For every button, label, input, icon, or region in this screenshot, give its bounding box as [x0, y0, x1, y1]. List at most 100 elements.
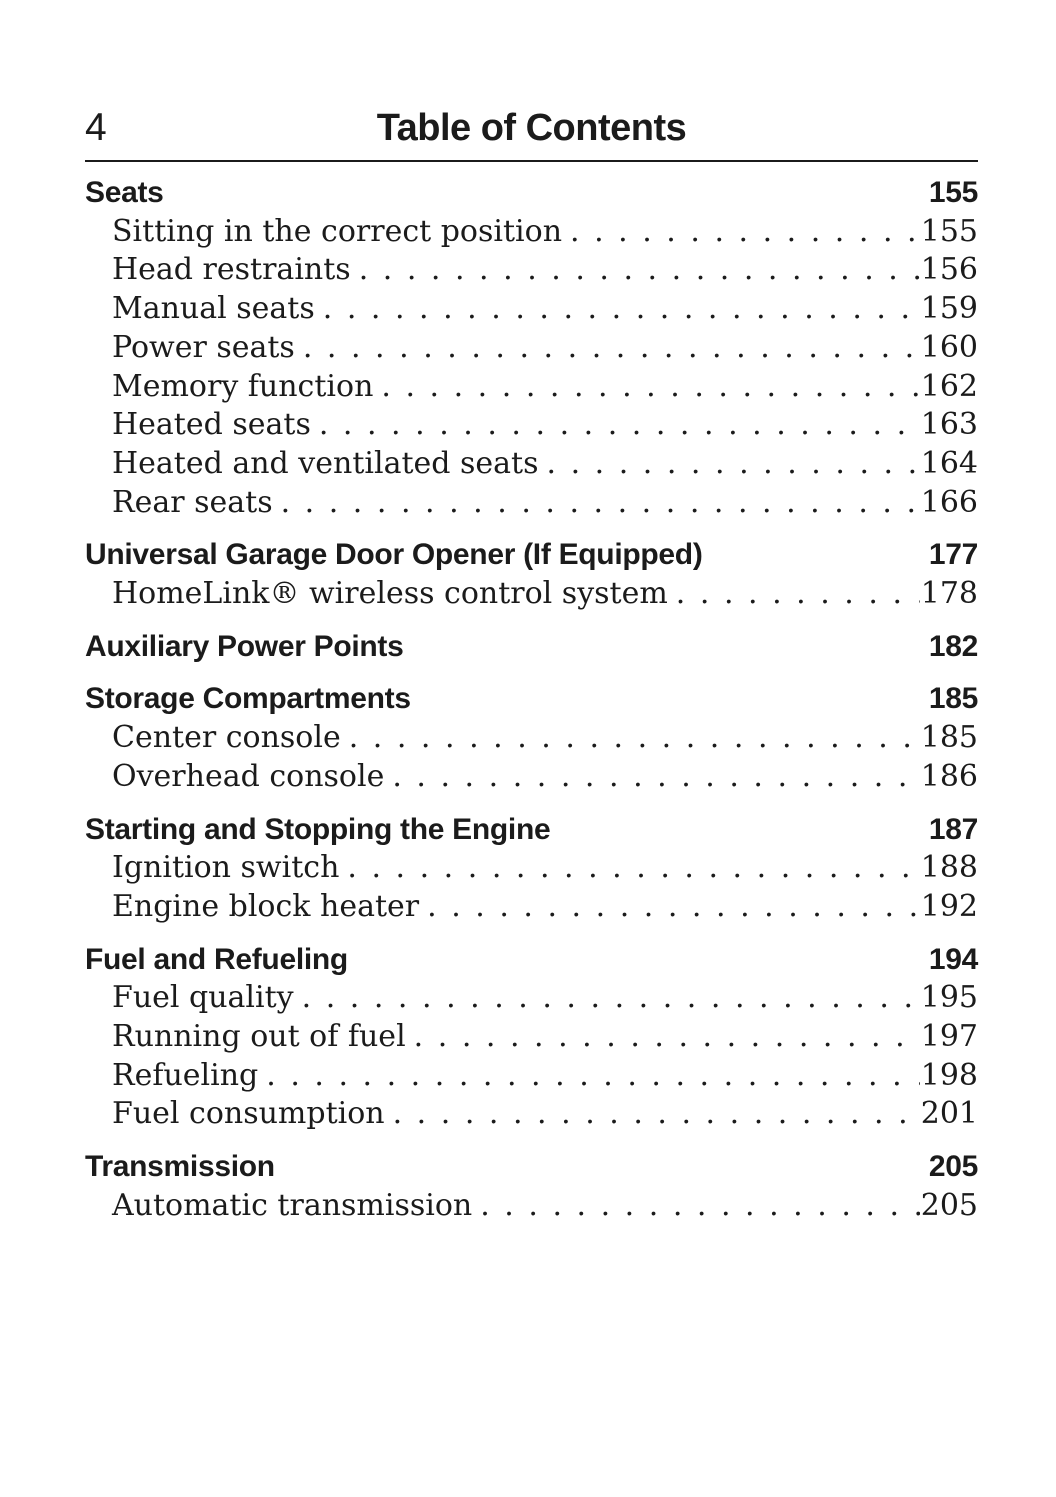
- dot-leader: [547, 445, 920, 484]
- item-label: Head restraints: [112, 252, 351, 288]
- dot-leader: [414, 1018, 920, 1057]
- item-page: 160: [920, 329, 978, 365]
- section-heading-row: Seats 155: [85, 174, 978, 213]
- toc-section: Auxiliary Power Points 182: [85, 628, 978, 667]
- toc-item: Center console 185: [112, 719, 978, 758]
- item-label: Sitting in the correct position: [112, 213, 563, 249]
- item-page: 197: [920, 1019, 978, 1055]
- page-title: Table of Contents: [376, 107, 687, 149]
- section-page: 194: [928, 942, 978, 976]
- section-items: Center console 185 Overhead console 186: [85, 719, 978, 796]
- dot-leader: [427, 888, 920, 927]
- item-label: Manual seats: [112, 291, 315, 327]
- section-title: Storage Compartments: [85, 682, 411, 716]
- toc-item: Heated and ventilated seats 164: [112, 445, 978, 484]
- item-label: Center console: [112, 720, 341, 756]
- item-page: 185: [920, 720, 978, 756]
- section-items: Automatic transmission 205: [85, 1187, 978, 1226]
- toc-item: Memory function 162: [112, 368, 978, 407]
- section-heading-row: Auxiliary Power Points 182: [85, 628, 978, 667]
- toc-section: Fuel and Refueling 194 Fuel quality 195 …: [85, 941, 978, 1135]
- item-page: 192: [920, 888, 978, 924]
- toc-item: Head restraints 156: [112, 251, 978, 290]
- item-page: 186: [920, 758, 978, 794]
- item-label: Fuel quality: [112, 980, 294, 1016]
- toc-item: Ignition switch 188: [112, 849, 978, 888]
- item-label: Heated seats: [112, 407, 311, 443]
- dot-leader: [302, 979, 920, 1018]
- item-page: 198: [920, 1057, 978, 1093]
- section-page: 185: [928, 682, 978, 716]
- section-heading-row: Fuel and Refueling 194: [85, 941, 978, 980]
- section-page: 187: [928, 812, 978, 846]
- toc-item: Overhead console 186: [112, 758, 978, 797]
- dot-leader: [349, 719, 920, 758]
- toc-section: Seats 155 Sitting in the correct positio…: [85, 174, 978, 522]
- toc: Seats 155 Sitting in the correct positio…: [85, 162, 978, 1226]
- section-heading-row: Transmission 205: [85, 1148, 978, 1187]
- section-items: Sitting in the correct position 155 Head…: [85, 213, 978, 523]
- dot-leader: [347, 849, 919, 888]
- item-page: 166: [920, 484, 978, 520]
- toc-item: Manual seats 159: [112, 290, 978, 329]
- item-label: Automatic transmission: [112, 1187, 473, 1223]
- section-items: HomeLink® wireless control system 178: [85, 575, 978, 614]
- section-title: Universal Garage Door Opener (If Equippe…: [85, 538, 703, 572]
- item-label: Power seats: [112, 329, 295, 365]
- dot-leader: [392, 758, 919, 797]
- section-heading-row: Storage Compartments 185: [85, 680, 978, 719]
- page-number: 4: [85, 106, 107, 149]
- dot-leader: [393, 1095, 920, 1134]
- section-title: Fuel and Refueling: [85, 942, 348, 976]
- section-page: 177: [928, 538, 978, 572]
- toc-section: Starting and Stopping the Engine 187 Ign…: [85, 811, 978, 927]
- item-page: 162: [920, 368, 978, 404]
- dot-leader: [480, 1187, 920, 1226]
- section-items: Ignition switch 188 Engine block heater …: [85, 849, 978, 926]
- item-page: 163: [920, 407, 978, 443]
- item-page: 155: [920, 213, 978, 249]
- item-label: Memory function: [112, 368, 374, 404]
- item-page: 188: [920, 850, 978, 886]
- item-page: 156: [920, 252, 978, 288]
- section-page: 182: [928, 629, 978, 663]
- item-label: Rear seats: [112, 484, 273, 520]
- item-page: 159: [920, 291, 978, 327]
- toc-item: Fuel consumption 201: [112, 1095, 978, 1134]
- item-label: Overhead console: [112, 758, 385, 794]
- section-items: Fuel quality 195 Running out of fuel 197…: [85, 979, 978, 1134]
- item-page: 201: [920, 1096, 978, 1132]
- item-label: Heated and ventilated seats: [112, 445, 539, 481]
- toc-item: Engine block heater 192: [112, 888, 978, 927]
- toc-item: Refueling 198: [112, 1057, 978, 1096]
- dot-leader: [570, 213, 920, 252]
- item-label: Engine block heater: [112, 888, 420, 924]
- toc-item: Heated seats 163: [112, 406, 978, 445]
- toc-section: Storage Compartments 185 Center console …: [85, 680, 978, 796]
- toc-item: HomeLink® wireless control system 178: [112, 575, 978, 614]
- dot-leader: [303, 329, 920, 368]
- page-header: 4 Table of Contents: [85, 0, 978, 162]
- toc-item: Running out of fuel 197: [112, 1018, 978, 1057]
- dot-leader: [359, 251, 920, 290]
- toc-section: Transmission 205 Automatic transmission …: [85, 1148, 978, 1225]
- item-label: Fuel consumption: [112, 1096, 385, 1132]
- section-title: Starting and Stopping the Engine: [85, 812, 551, 846]
- toc-item: Sitting in the correct position 155: [112, 213, 978, 252]
- section-title: Transmission: [85, 1150, 275, 1184]
- item-page: 164: [920, 445, 978, 481]
- dot-leader: [281, 484, 920, 523]
- section-page: 155: [928, 176, 978, 209]
- item-page: 178: [920, 576, 978, 612]
- dot-leader: [266, 1057, 919, 1096]
- section-title: Auxiliary Power Points: [85, 629, 404, 663]
- item-label: HomeLink® wireless control system: [112, 576, 668, 612]
- item-label: Running out of fuel: [112, 1019, 406, 1055]
- item-label: Ignition switch: [112, 850, 340, 886]
- section-heading-row: Starting and Stopping the Engine 187: [85, 811, 978, 850]
- dot-leader: [381, 368, 919, 407]
- toc-item: Fuel quality 195: [112, 979, 978, 1018]
- dot-leader: [676, 575, 920, 614]
- section-heading-row: Universal Garage Door Opener (If Equippe…: [85, 536, 978, 575]
